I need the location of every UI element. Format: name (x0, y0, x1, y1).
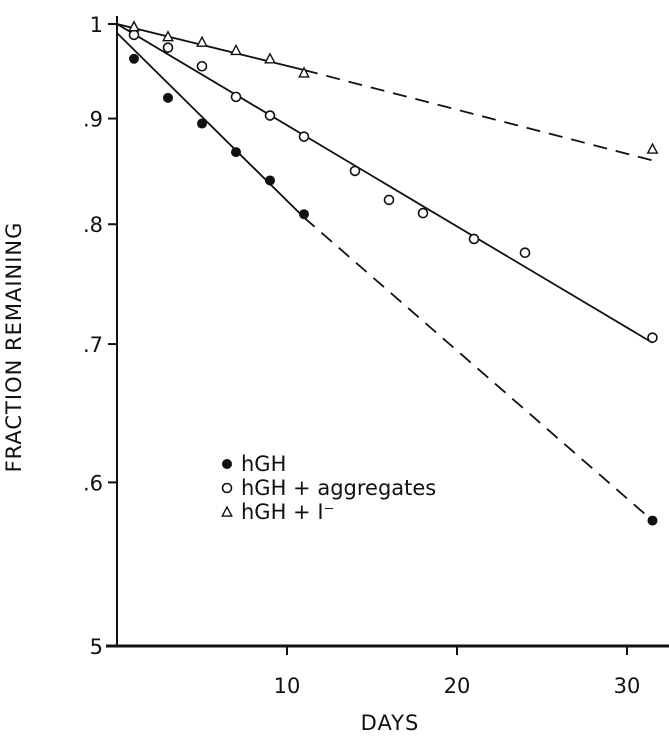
fit-line-series-1 (116, 32, 305, 219)
data-point-series-2 (349, 165, 361, 177)
legend-label-series-1: hGH (241, 452, 286, 476)
data-point-series-2 (298, 131, 310, 142)
data-point-series-2 (162, 42, 174, 53)
data-point-series-1 (129, 53, 139, 64)
legend-marker-series-2 (221, 482, 233, 494)
data-point-series-2 (647, 332, 658, 343)
data-point-series-1 (299, 209, 309, 220)
data-point-series-1 (163, 92, 173, 103)
x-tick-label: 30 (614, 674, 641, 698)
data-point-series-3 (128, 20, 140, 32)
fit-line-series-1 (303, 216, 654, 522)
data-point-series-2 (383, 194, 395, 206)
legend-label-series-2: hGH + aggregates (241, 476, 436, 500)
data-point-series-3 (298, 66, 310, 78)
data-point-series-3 (162, 30, 174, 42)
legend-marker-series-3 (221, 505, 233, 517)
y-tick-label: .7 (83, 333, 103, 357)
x-tick-label: 10 (274, 674, 301, 698)
data-point-series-2 (417, 207, 429, 219)
data-points (128, 20, 659, 526)
data-point-series-2 (264, 110, 276, 121)
data-point-series-1 (647, 515, 658, 526)
data-point-series-2 (128, 29, 140, 41)
data-point-series-2 (519, 247, 531, 259)
data-point-series-1 (265, 175, 275, 186)
y-axis-title: FRACTION REMAINING (2, 222, 26, 473)
fit-line-series-3 (116, 23, 305, 71)
legend-label-series-3: hGH + I⁻ (241, 500, 335, 524)
y-tick-label: .8 (83, 213, 103, 237)
y-tick-label: .9 (83, 108, 103, 132)
data-point-series-3 (646, 142, 659, 154)
data-point-series-3 (230, 43, 242, 56)
data-point-series-2 (468, 233, 480, 245)
y-tick-label: 1 (90, 13, 103, 37)
fit-lines (116, 23, 654, 522)
data-point-series-2 (196, 60, 208, 72)
axes: 1 .9 .8 .7 .6 5 10 20 30 (83, 13, 669, 698)
data-point-series-3 (264, 52, 276, 64)
y-tick-label: .6 (83, 471, 103, 495)
data-point-series-3 (196, 35, 208, 47)
fit-line-series-3 (303, 69, 653, 162)
x-axis-title: DAYS (361, 711, 420, 735)
x-tick-label: 20 (444, 674, 471, 698)
data-point-series-2 (230, 91, 242, 103)
data-point-series-1 (231, 147, 241, 158)
fit-line-series-2 (116, 23, 653, 344)
y-tick-label: 5 (90, 635, 103, 659)
legend-marker-series-1 (222, 459, 232, 469)
data-point-series-1 (197, 118, 207, 129)
